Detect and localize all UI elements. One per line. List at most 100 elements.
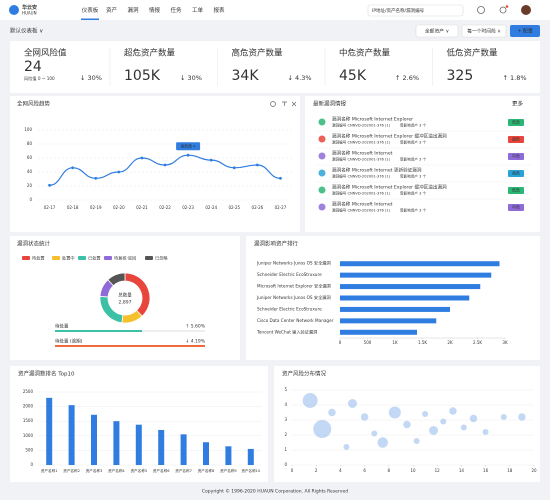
more-link: 更多	[512, 100, 524, 108]
card-title: 资产风险分布情况	[282, 370, 327, 378]
bubble	[360, 413, 369, 421]
x-tick-label: 资产名称8	[198, 468, 215, 473]
x-tick-label: 2K	[447, 340, 453, 345]
bar	[203, 442, 209, 465]
donut-segment	[107, 272, 126, 287]
y-tick-label: Schneider Electric EcoStruxure	[257, 306, 322, 311]
trend-point	[117, 170, 121, 174]
intel-tag	[508, 153, 524, 160]
x-tick-label: 500	[364, 340, 372, 345]
refresh-icon[interactable]	[270, 101, 276, 107]
kpi-label: 低危资产数量	[447, 48, 499, 59]
kpi-note: 风险值 0 ~ 100	[24, 75, 55, 82]
intel-tag-label: 超危	[512, 136, 520, 142]
x-tick-label: 02-23	[182, 205, 194, 210]
config-button[interactable]	[510, 25, 540, 37]
pin-icon[interactable]	[282, 101, 287, 106]
bar	[68, 405, 75, 465]
intel-name: 漏洞名称 Microsoft Internet	[332, 150, 393, 157]
period-button[interactable]	[461, 24, 507, 38]
logo-text: 华云安	[22, 4, 37, 11]
bar	[340, 295, 470, 301]
kpi-label: 全网风险值	[24, 48, 67, 59]
bar	[247, 448, 254, 465]
x-tick-label: 14	[459, 468, 465, 473]
intel-code: 漏洞编号 CNNVD-202001-376 (1)	[332, 123, 391, 128]
legend-swatch	[104, 256, 112, 260]
intel-code: 漏洞编号 CNNVD-202001-376 (1)	[332, 174, 391, 179]
intel-code: 漏洞编号 CNNVD-202001-376 (1)	[332, 191, 391, 196]
kpi-change: ↓ 30%	[180, 74, 202, 82]
kpi-label: 中危资产数量	[339, 48, 391, 59]
card-title: 资产漏洞数排名 Top10	[18, 370, 75, 378]
x-tick-label: 02-18	[67, 205, 79, 210]
intel-tag	[508, 204, 524, 211]
y-tick-label: 2500	[23, 389, 34, 394]
bar	[180, 434, 187, 465]
settings-icon[interactable]	[477, 6, 485, 14]
x-tick-label: 02-20	[113, 205, 125, 210]
trend-point	[186, 153, 190, 157]
y-tick-label: 80	[27, 141, 33, 146]
kpi-value: 325	[447, 68, 474, 84]
donut-center-label: 总数量	[118, 292, 132, 299]
intel-tag	[508, 136, 524, 143]
intel-icon	[318, 135, 326, 143]
x-tick-label: 资产名称5	[130, 468, 147, 473]
bubble	[440, 418, 447, 425]
progress-bar	[55, 345, 205, 347]
bubble	[460, 424, 467, 431]
y-tick-label: 1500	[23, 418, 34, 423]
donut-total: 2,897	[119, 300, 132, 306]
scope-button[interactable]	[415, 24, 459, 38]
kpi-change: ↓ 4.3%	[288, 74, 312, 82]
y-tick-label: 40	[27, 169, 33, 174]
bell-icon[interactable]	[499, 6, 507, 14]
badge	[505, 5, 509, 8]
intel-tag-label: 高危	[512, 170, 520, 176]
progress-change: ↓ 4.19%	[186, 339, 206, 345]
legend-swatch	[52, 256, 60, 260]
legend-label: 处置中	[62, 254, 75, 261]
intel-icon	[318, 186, 326, 194]
y-tick-label: 1	[284, 447, 287, 452]
legend-swatch	[78, 256, 86, 260]
intel-desc: 受影响资产 3 个	[400, 140, 427, 145]
x-tick-label: 12	[435, 468, 441, 473]
intel-code: 漏洞编号 CNNVD-202001-376 (1)	[332, 140, 391, 145]
intel-tag-label: 低危	[512, 119, 520, 125]
avatar[interactable]	[521, 5, 531, 15]
close-icon[interactable]	[291, 101, 297, 107]
trend-point	[94, 176, 98, 180]
legend-label: 待复核·驳回	[114, 254, 136, 261]
bubble	[482, 429, 489, 435]
bubble	[403, 420, 411, 429]
search-placeholder: IP地址/资产名称/漏洞编号	[372, 7, 425, 14]
bubble	[413, 438, 420, 444]
bar	[113, 421, 120, 465]
x-tick-label: 02-17	[44, 205, 56, 210]
footer: Copyright © 1996-2020 HUAUN Corporation.…	[202, 488, 348, 495]
x-tick-label: 18	[507, 468, 513, 473]
kpi-label: 超危资产数量	[124, 48, 176, 59]
progress-change: ↑ 5.60%	[186, 324, 206, 330]
x-tick-label: 资产名称9	[220, 468, 237, 473]
x-tick-label: 资产名称10	[241, 468, 261, 473]
y-tick-label: 2	[284, 432, 287, 437]
intel-desc: 受影响资产 3 个	[400, 191, 427, 196]
x-tick-label: 3K	[502, 340, 508, 345]
logo-icon	[9, 5, 19, 15]
bar	[135, 424, 142, 465]
search-box[interactable]	[367, 4, 464, 17]
bubble	[343, 444, 350, 450]
y-tick-label: Juniper Networks Junos OS 安全漏洞	[256, 260, 331, 267]
legend-swatch	[145, 256, 153, 260]
intel-tag	[508, 119, 524, 126]
x-tick-label: 资产名称6	[153, 468, 170, 473]
intel-card	[305, 96, 540, 232]
chart-tools	[270, 101, 297, 107]
card-title: 漏洞影响资产排行	[254, 240, 299, 248]
y-tick-label: 2000	[23, 404, 34, 409]
legend-swatch	[22, 256, 30, 260]
